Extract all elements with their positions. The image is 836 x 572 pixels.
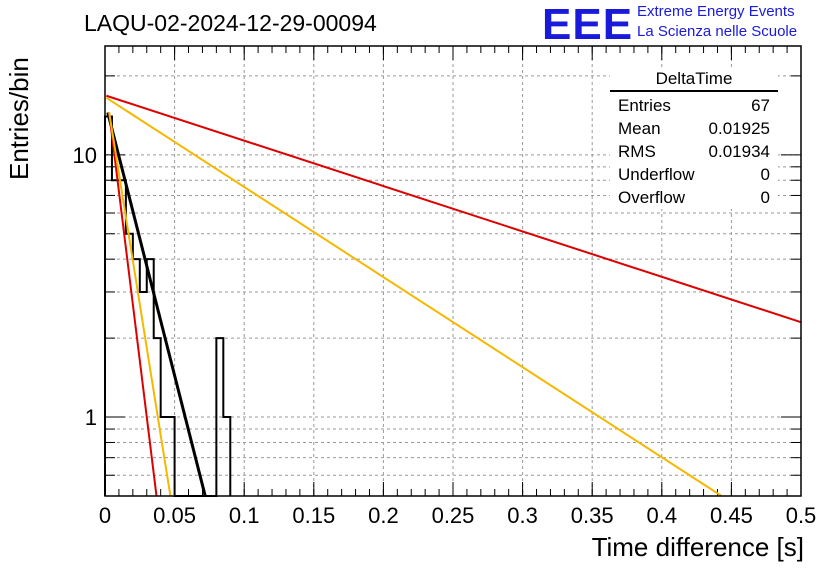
eee-logo: EEE (542, 0, 634, 49)
x-tick-label: 0.1 (229, 503, 260, 528)
eee-tagline-line1: Extreme Energy Events (637, 3, 795, 20)
x-tick-label: 0.15 (292, 503, 335, 528)
y-tick-label: 1 (85, 405, 97, 430)
x-tick-label: 0.5 (786, 503, 817, 528)
stats-label: Mean (618, 119, 661, 138)
series-line (108, 112, 172, 497)
x-tick-label: 0.35 (571, 503, 614, 528)
stats-row-entries: Entries 67 (610, 94, 778, 117)
stats-label: Overflow (618, 188, 686, 207)
plot-frame (104, 45, 802, 497)
eee-tagline-line2: La Scienza nelle Scuole (637, 23, 798, 40)
series-line (106, 112, 207, 497)
x-tick-label: 0 (99, 503, 111, 528)
stats-value: 67 (751, 96, 770, 115)
x-tick-label: 0.45 (710, 503, 753, 528)
stats-row-mean: Mean 0.01925 (610, 117, 778, 140)
x-tick-label: 0.3 (507, 503, 538, 528)
stats-value: 0.01925 (708, 119, 770, 138)
x-axis-label: Time difference [s] (591, 532, 804, 562)
y-tick-label: 10 (73, 143, 97, 168)
stats-row-rms: RMS 0.01934 (610, 140, 778, 163)
stats-box: DeltaTime Entries 67 Mean 0.01925 RMS 0.019… (610, 68, 778, 209)
x-tick-label: 0.25 (432, 503, 475, 528)
stats-value: 0 (760, 165, 770, 184)
x-tick-label: 0.4 (647, 503, 678, 528)
series-line (106, 94, 802, 324)
stats-label: Entries (618, 96, 671, 115)
series-line (105, 96, 723, 497)
stats-value: 0 (760, 188, 770, 207)
series-line (108, 112, 158, 497)
x-tick-label: 0.05 (153, 503, 196, 528)
x-tick-label: 0.2 (368, 503, 399, 528)
page-title: LAQU-02-2024-12-29-00094 (84, 10, 377, 36)
stats-title: DeltaTime (610, 68, 778, 92)
stats-row-underflow: Underflow 0 (610, 163, 778, 186)
y-axis-label: Entries/bin (4, 57, 34, 180)
stats-value: 0.01934 (708, 142, 770, 161)
eee-tagline: Extreme Energy Events La Scienza nelle S… (637, 2, 797, 42)
stats-label: RMS (618, 142, 656, 161)
stats-label: Underflow (618, 165, 695, 184)
stats-row-overflow: Overflow 0 (610, 186, 778, 209)
